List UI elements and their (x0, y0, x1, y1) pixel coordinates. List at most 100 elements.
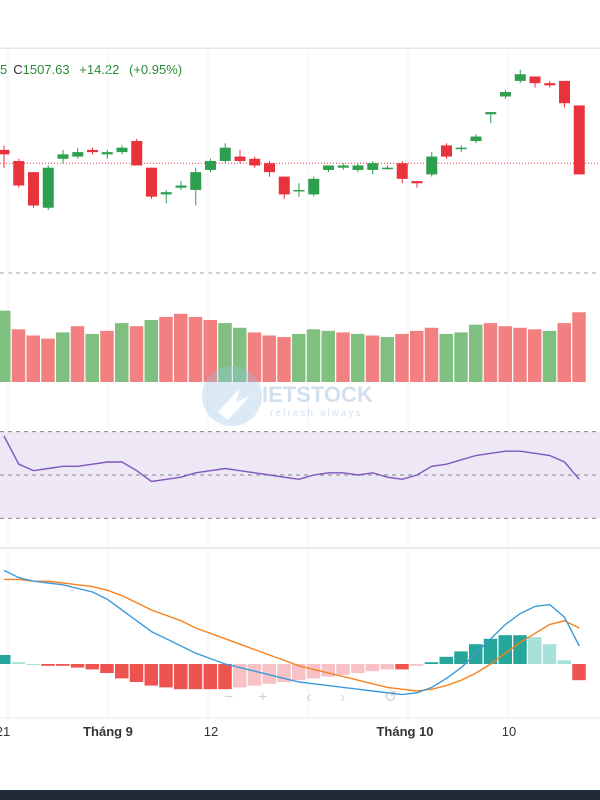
watermark-arrow-icon (218, 388, 250, 420)
macd-histogram-bar (513, 635, 527, 664)
volume-bar (247, 332, 262, 382)
macd-histogram-bar (218, 664, 232, 690)
macd-histogram-bar (454, 651, 468, 664)
volume-bar (159, 316, 173, 382)
candle-body (190, 172, 202, 190)
close-label: C (13, 62, 23, 77)
candle-body (160, 192, 172, 195)
candle-body (485, 112, 497, 115)
macd-histogram-bar (100, 664, 114, 673)
macd-histogram-bar (85, 664, 99, 670)
macd-histogram-bar (542, 644, 557, 664)
reset-chart-button[interactable]: ↺ (384, 689, 397, 706)
scroll-right-button[interactable]: › (340, 689, 345, 706)
volume-bar (336, 332, 350, 382)
close-value: 1507.63 (22, 62, 70, 77)
time-axis-label: 12 (204, 724, 218, 739)
candle-body (514, 74, 526, 81)
volume-bar (380, 337, 394, 382)
macd-histogram-bar (247, 664, 262, 686)
zoom-out-button[interactable]: − (224, 689, 233, 706)
candle-body (396, 163, 408, 179)
macd-histogram-bar (262, 664, 276, 684)
candle-body (337, 165, 349, 168)
candle-body (234, 156, 246, 162)
macd-histogram-bar (410, 664, 424, 666)
volume-bar (351, 333, 365, 382)
time-axis: 21 Tháng 9 12 Tháng 10 10 (0, 724, 516, 739)
macd-histogram-bar (439, 656, 453, 664)
candle-body (219, 147, 231, 162)
macd-histogram-bar (336, 664, 350, 675)
volume-bar (439, 333, 453, 382)
volume-bar (70, 326, 85, 382)
macd-histogram-bar (26, 664, 40, 665)
scroll-left-button[interactable]: ‹ (306, 689, 311, 706)
macd-histogram-bar (159, 664, 173, 688)
candle-body (559, 80, 570, 104)
volume-bar (498, 326, 512, 382)
macd-histogram-bar (70, 664, 85, 668)
volume-bar (469, 324, 483, 382)
candle-body (146, 167, 157, 197)
candle-body (352, 165, 364, 170)
candle-body (573, 105, 585, 175)
candle-body (13, 161, 25, 186)
volume-series (0, 310, 586, 382)
rsi-line (3, 435, 580, 483)
candle-body (293, 189, 305, 192)
vietstock-watermark: IETSTOCK refresh always (202, 366, 373, 426)
macd-histogram-bar (41, 664, 55, 666)
vertical-grid (7, 50, 509, 718)
volume-bar (26, 335, 40, 382)
macd-line (3, 569, 580, 696)
macd-histogram-bar (292, 664, 306, 681)
volume-bar (424, 327, 439, 382)
volume-bar (572, 312, 586, 382)
candle-body (72, 152, 84, 157)
watermark-tagline: refresh always (270, 408, 362, 419)
volume-bar (557, 323, 571, 382)
macd-histogram-bar (306, 664, 321, 679)
candle-body (264, 163, 275, 173)
candle-body (116, 147, 128, 153)
macd-histogram-bar (203, 664, 217, 690)
candle-body (426, 156, 438, 175)
candle-body (57, 154, 69, 159)
macd-histogram-bar (572, 664, 586, 681)
zoom-in-button[interactable]: + (258, 689, 267, 706)
candle-body (205, 161, 216, 170)
candle-body (455, 147, 467, 150)
candle-body (278, 176, 290, 195)
macd-histogram-bar (365, 664, 380, 672)
time-axis-label: Tháng 10 (376, 724, 433, 739)
candlestick-series (0, 69, 585, 210)
macd-histogram-bar (129, 664, 144, 682)
change-value: +14.22 (79, 62, 120, 77)
time-axis-label: 10 (502, 724, 516, 739)
volume-bar (321, 330, 335, 382)
volume-bar (542, 330, 557, 382)
macd-histogram-bar (498, 635, 512, 664)
macd-histogram-bar (424, 662, 439, 664)
candle-body (308, 178, 320, 195)
candle-body (411, 181, 423, 184)
volume-bar (41, 338, 55, 382)
volume-bar (144, 320, 158, 382)
candle-body (367, 163, 379, 170)
volume-bar (395, 333, 409, 382)
macd-histogram-bar (11, 662, 26, 664)
macd-histogram-bar (115, 664, 129, 679)
volume-bar (528, 329, 542, 382)
watermark-brand: IETSTOCK (262, 382, 373, 407)
footer-bar (0, 790, 600, 800)
volume-bar (454, 332, 468, 382)
volume-bar (233, 327, 247, 382)
candle-body (544, 83, 556, 86)
ohlc-legend: 5 C1507.63 +14.22 (+0.95%) (0, 62, 188, 77)
volume-bar (174, 313, 188, 382)
macd-pane (0, 569, 586, 696)
watermark-logo-icon (202, 366, 262, 426)
macd-signal-line (4, 578, 580, 692)
